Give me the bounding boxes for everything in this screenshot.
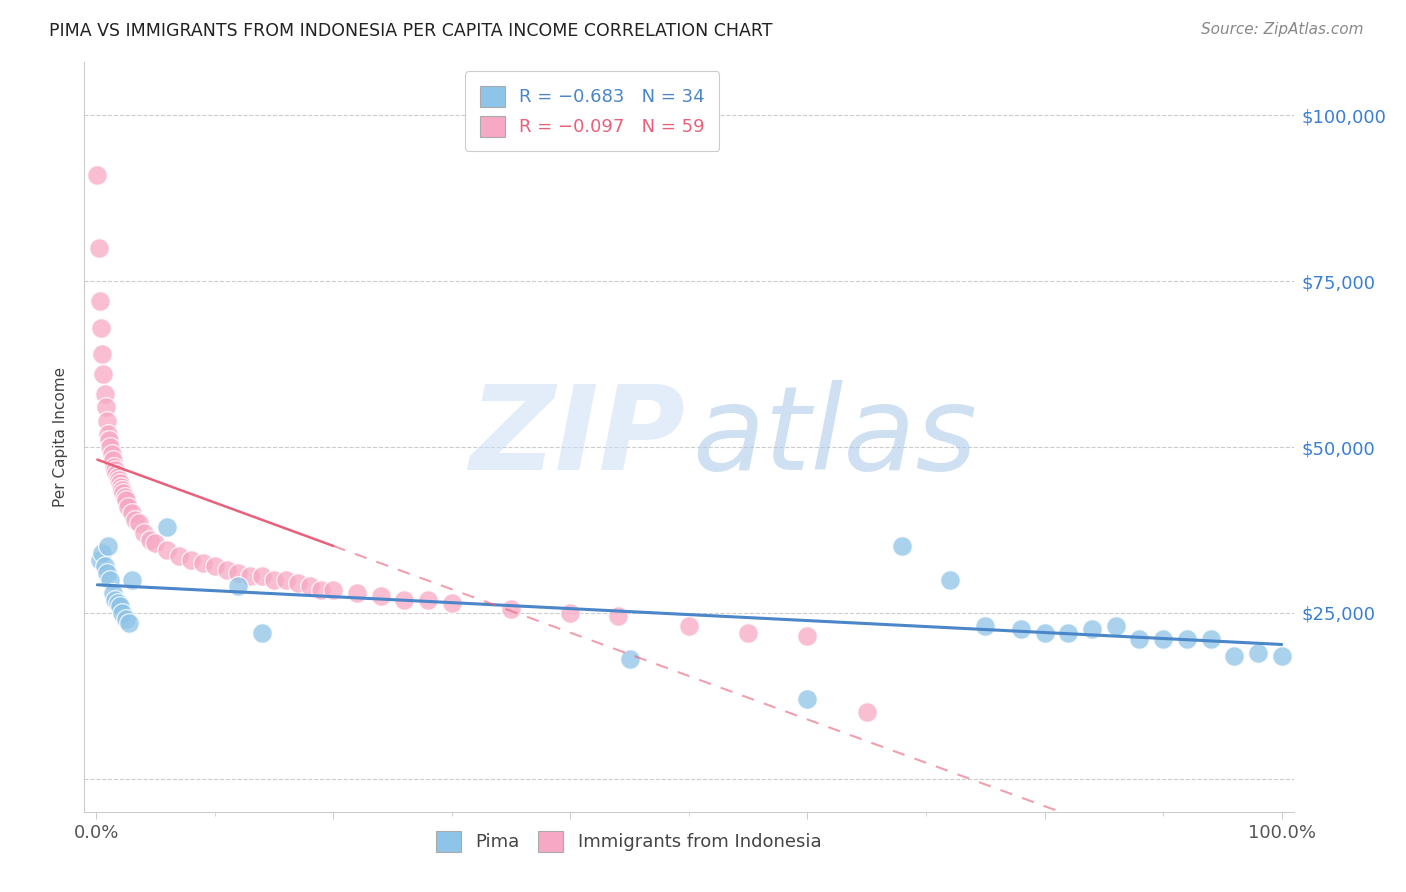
Point [1033,625,1056,640]
Point [167,549,190,564]
Point [112,486,135,500]
Point [93,387,115,401]
Point [105,467,128,481]
Point [938,573,960,587]
Point [606,609,628,624]
Point [440,596,463,610]
Point [100,440,122,454]
Point [501,602,523,616]
Point [1175,632,1198,647]
Point [91,546,114,560]
Point [1223,648,1246,663]
Point [855,705,877,719]
Point [1057,625,1080,640]
Point [228,579,250,593]
Point [104,463,127,477]
Point [287,576,309,591]
Point [89,553,111,567]
Point [86,168,108,182]
Point [96,413,118,427]
Point [103,459,125,474]
Point [87,241,110,255]
Y-axis label: Per Capita Income: Per Capita Income [53,367,69,508]
Text: Source: ZipAtlas.com: Source: ZipAtlas.com [1201,22,1364,37]
Point [1271,648,1294,663]
Point [121,506,143,520]
Point [228,566,250,580]
Point [110,480,132,494]
Point [239,569,262,583]
Text: atlas: atlas [693,380,977,494]
Point [111,606,134,620]
Point [97,540,120,554]
Point [191,556,214,570]
Point [117,500,139,514]
Point [121,573,143,587]
Point [132,526,155,541]
Point [115,612,138,626]
Point [124,513,146,527]
Point [322,582,344,597]
Point [93,559,115,574]
Point [298,579,321,593]
Point [311,582,333,597]
Point [145,536,167,550]
Point [108,599,131,614]
Point [204,559,226,574]
Point [370,589,392,603]
Point [891,540,914,554]
Point [94,401,117,415]
Point [180,553,202,567]
Point [1105,619,1128,633]
Point [100,447,122,461]
Point [128,516,150,531]
Point [100,573,122,587]
Point [1199,632,1222,647]
Point [115,493,138,508]
Point [796,629,818,643]
Point [91,347,114,361]
Point [107,473,129,487]
Text: ZIP: ZIP [470,380,685,494]
Point [156,542,179,557]
Point [1247,646,1270,660]
Legend: Pima, Immigrants from Indonesia: Pima, Immigrants from Indonesia [429,823,828,859]
Point [619,652,641,666]
Point [111,483,134,497]
Point [215,563,238,577]
Point [101,586,124,600]
Point [737,625,759,640]
Point [97,426,120,441]
Point [1128,632,1150,647]
Point [91,367,114,381]
Point [1081,623,1104,637]
Point [394,592,416,607]
Point [98,434,121,448]
Point [89,294,111,309]
Point [418,592,440,607]
Point [118,615,141,630]
Point [107,596,129,610]
Point [138,533,160,547]
Point [1152,632,1174,647]
Point [90,320,112,334]
Point [96,566,118,580]
Point [108,476,131,491]
Point [274,573,297,587]
Point [250,569,273,583]
Point [796,692,818,706]
Point [156,519,179,533]
Point [263,573,285,587]
Point [678,619,700,633]
Point [974,619,997,633]
Point [114,490,136,504]
Point [104,592,127,607]
Point [560,606,582,620]
Point [107,470,129,484]
Text: PIMA VS IMMIGRANTS FROM INDONESIA PER CAPITA INCOME CORRELATION CHART: PIMA VS IMMIGRANTS FROM INDONESIA PER CA… [49,22,773,40]
Point [250,625,273,640]
Point [346,586,368,600]
Point [1010,623,1032,637]
Point [101,453,124,467]
